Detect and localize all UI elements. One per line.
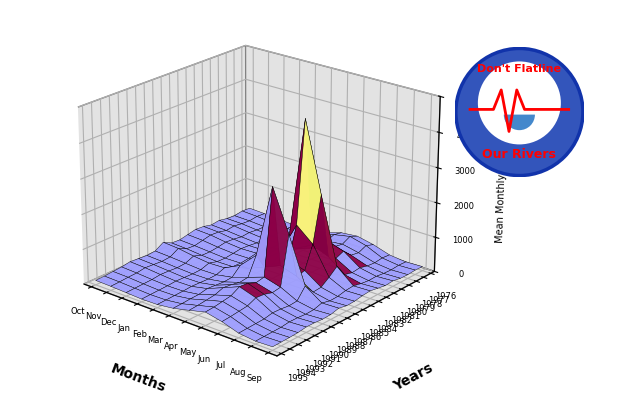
X-axis label: Months: Months	[108, 361, 168, 393]
Wedge shape	[504, 115, 535, 130]
Circle shape	[456, 48, 583, 176]
Text: Don't Flatline: Don't Flatline	[477, 64, 562, 74]
Text: Our Rivers: Our Rivers	[483, 148, 556, 161]
Y-axis label: Years: Years	[391, 361, 435, 393]
Circle shape	[478, 61, 561, 144]
